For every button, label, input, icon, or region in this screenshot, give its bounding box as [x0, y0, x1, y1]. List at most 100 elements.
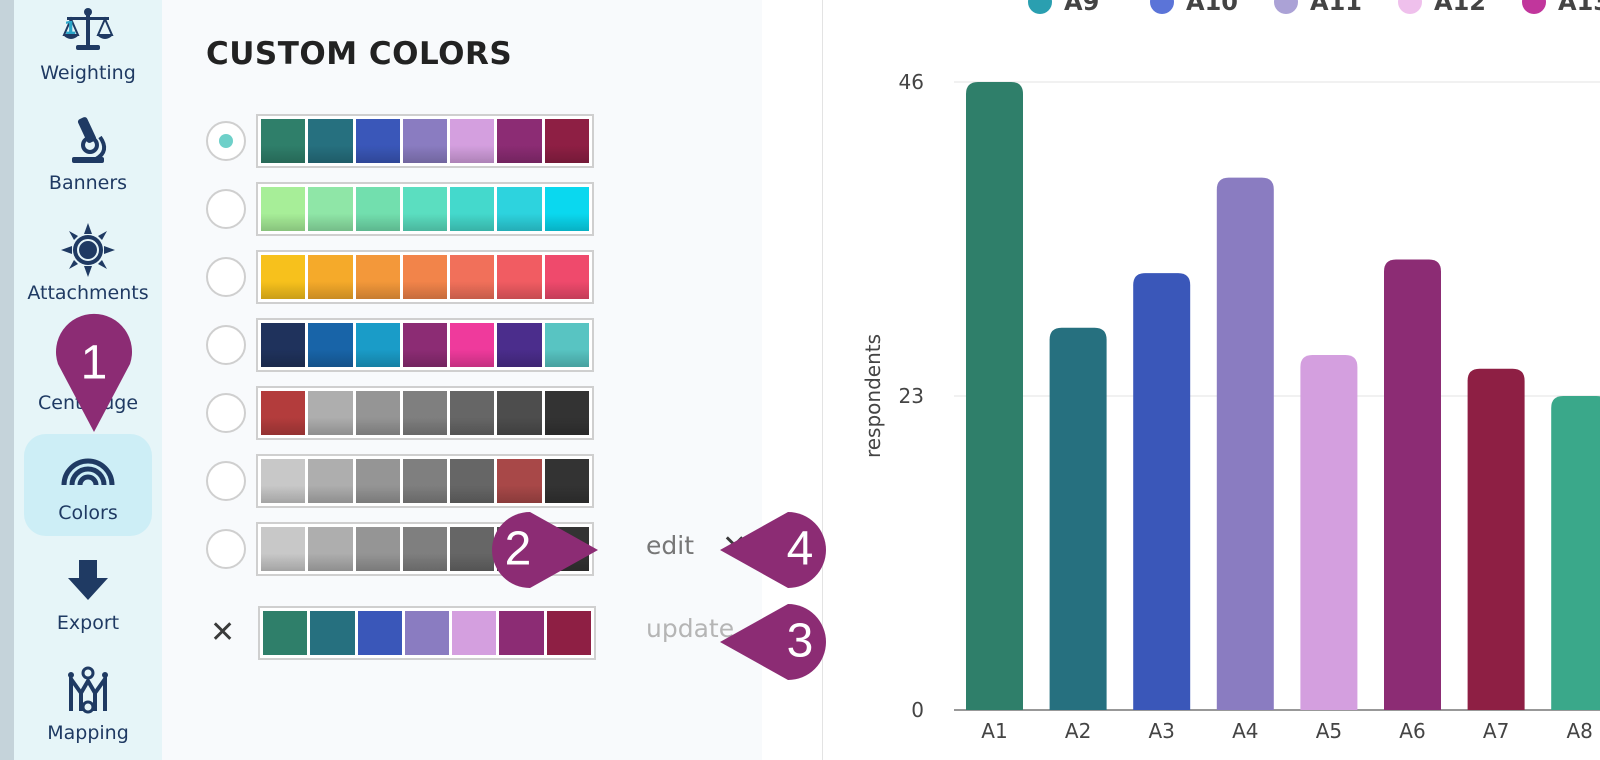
palette-row	[206, 316, 766, 372]
palette-swatches[interactable]	[256, 250, 594, 304]
color-swatch	[544, 391, 589, 435]
color-swatch	[450, 391, 495, 435]
panel-title: CUSTOM COLORS	[206, 36, 513, 72]
color-swatch[interactable]	[404, 611, 450, 655]
editor-swatches[interactable]	[258, 606, 596, 660]
color-swatch	[450, 119, 495, 163]
window-edge	[0, 0, 14, 760]
download-arrow-icon	[60, 552, 116, 608]
color-swatch	[402, 527, 448, 571]
weighting-badge: 1	[64, 18, 77, 39]
color-swatch	[261, 187, 306, 231]
color-swatch	[544, 187, 589, 231]
close-icon[interactable]: ✕	[210, 615, 236, 650]
palette-row	[206, 112, 766, 168]
color-swatch	[450, 255, 495, 299]
mapping-icon	[60, 662, 116, 718]
callout-label: 3	[787, 615, 814, 668]
update-button[interactable]: update	[646, 614, 735, 643]
sidebar-item-mapping[interactable]: Mapping	[24, 654, 152, 756]
callout-label: 4	[787, 523, 814, 576]
sidebar-item-export[interactable]: Export	[24, 544, 152, 646]
callout-pin-3: 3	[720, 604, 826, 680]
sidebar-item-label: Colors	[58, 502, 118, 524]
color-swatch	[261, 323, 306, 367]
color-swatch	[308, 187, 353, 231]
color-swatch	[497, 391, 542, 435]
color-swatch	[402, 255, 448, 299]
color-swatch	[402, 119, 448, 163]
color-swatch	[497, 459, 542, 503]
palette-row	[206, 248, 766, 304]
rainbow-icon	[60, 442, 116, 498]
color-swatch	[261, 527, 306, 571]
color-swatch[interactable]	[263, 611, 308, 655]
palette-editor: ✕ update	[206, 604, 766, 660]
palette-row	[206, 180, 766, 236]
color-swatch	[308, 255, 353, 299]
color-swatch[interactable]	[546, 611, 591, 655]
color-swatch	[402, 187, 448, 231]
color-swatch	[308, 119, 353, 163]
color-swatch	[450, 527, 495, 571]
color-swatch	[261, 255, 306, 299]
microscope-icon	[60, 112, 116, 168]
custom-colors-panel: CUSTOM COLORS edit✕ ✕ update	[162, 0, 762, 760]
color-swatch	[497, 323, 542, 367]
color-swatch	[497, 255, 542, 299]
color-swatch	[355, 391, 400, 435]
palette-radio[interactable]	[206, 461, 246, 501]
sidebar-item-label: Export	[56, 612, 120, 634]
edit-button[interactable]: edit	[646, 531, 694, 560]
sidebar-item-label: Banners	[48, 172, 128, 194]
color-swatch	[261, 459, 306, 503]
sun-icon	[60, 222, 116, 278]
color-swatch	[544, 459, 589, 503]
sidebar-item-banners[interactable]: Banners	[24, 104, 152, 206]
color-swatch	[450, 187, 495, 231]
callout-label: 1	[81, 337, 108, 390]
scales-icon: 1	[60, 2, 116, 58]
color-swatch	[308, 459, 353, 503]
color-swatch	[450, 323, 495, 367]
palette-radio[interactable]	[206, 325, 246, 365]
palette-swatches[interactable]	[256, 454, 594, 508]
palette-swatches[interactable]	[256, 386, 594, 440]
palette-row	[206, 452, 766, 508]
color-swatch	[355, 119, 400, 163]
palette-radio[interactable]	[206, 257, 246, 297]
color-swatch	[402, 391, 448, 435]
color-swatch	[355, 527, 400, 571]
color-swatch[interactable]	[452, 611, 497, 655]
palette-swatches[interactable]	[256, 318, 594, 372]
color-swatch	[450, 459, 495, 503]
color-swatch	[544, 323, 589, 367]
color-swatch	[402, 323, 448, 367]
sidebar: 1 Weighting Banners	[14, 0, 162, 760]
palette-swatches[interactable]	[256, 114, 594, 168]
palette-radio[interactable]	[206, 529, 246, 569]
color-swatch[interactable]	[357, 611, 402, 655]
color-swatch	[308, 527, 353, 571]
palette-radio[interactable]	[206, 393, 246, 433]
sidebar-item-label: Weighting	[40, 62, 136, 84]
color-swatch	[261, 119, 306, 163]
color-swatch	[261, 391, 306, 435]
color-swatch	[308, 323, 353, 367]
callout-pin-2: 2	[492, 512, 598, 588]
palette-radio[interactable]	[206, 121, 246, 161]
color-swatch	[308, 391, 353, 435]
color-swatch	[497, 119, 542, 163]
color-swatch	[355, 459, 400, 503]
sidebar-item-weighting[interactable]: 1 Weighting	[24, 0, 152, 96]
color-swatch[interactable]	[499, 611, 544, 655]
color-swatch	[497, 187, 542, 231]
sidebar-item-label: Attachments	[27, 282, 149, 304]
color-swatch[interactable]	[310, 611, 355, 655]
palette-swatches[interactable]	[256, 182, 594, 236]
chart-area	[762, 0, 1600, 760]
palette-row	[206, 384, 766, 440]
palette-radio[interactable]	[206, 189, 246, 229]
sidebar-item-attachments[interactable]: Attachments	[24, 214, 152, 316]
sidebar-item-colors[interactable]: Colors	[24, 434, 152, 536]
